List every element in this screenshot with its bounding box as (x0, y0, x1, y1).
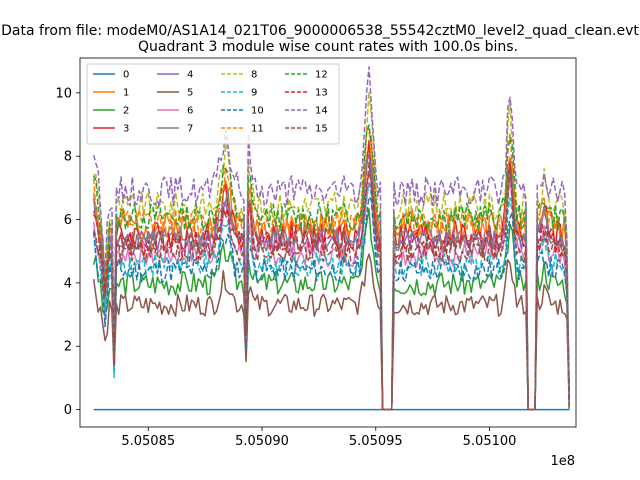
series-line-15 (92, 162, 570, 411)
legend-label-14: 14 (315, 106, 328, 117)
series-line-8 (93, 90, 570, 411)
axes-frame (79, 57, 577, 428)
series-line-12 (93, 124, 570, 411)
legend-label-2: 2 (123, 106, 129, 117)
series-line-13 (93, 161, 570, 411)
legend-label-6: 6 (187, 106, 193, 117)
y-tick-label: 4 (64, 276, 72, 291)
legend-label-11: 11 (251, 124, 264, 135)
legend-label-5: 5 (187, 88, 193, 99)
series-line-2 (92, 208, 570, 411)
legend-label-10: 10 (251, 106, 264, 117)
y-tick-label: 2 (64, 340, 72, 355)
legend-label-12: 12 (315, 70, 328, 81)
y-tick-label: 0 (64, 403, 72, 418)
x-tick-label: 5.05090 (235, 434, 289, 449)
legend-label-8: 8 (251, 70, 257, 81)
series-line-5 (92, 253, 570, 411)
y-tick-label: 8 (64, 150, 72, 165)
x-tick-label: 5.05095 (349, 434, 403, 449)
legend-label-15: 15 (315, 124, 328, 135)
figure-suptitle: Data from file: modeM0/AS1A14_021T06_900… (1, 23, 639, 39)
x-tick-label: 5.05085 (121, 434, 175, 449)
legend-label-13: 13 (315, 88, 328, 99)
axes: 5.05085 5.05090 5.05095 5.05100 0 2 4 6 8 10 (55, 86, 516, 449)
legend-label-7: 7 (187, 124, 193, 135)
series-line-10 (92, 196, 570, 411)
x-offset-label: 1e8 (550, 454, 575, 469)
y-tick-label: 6 (64, 213, 72, 228)
chart-title: Quadrant 3 module wise count rates with … (138, 39, 518, 55)
legend-label-4: 4 (187, 70, 193, 81)
x-tick-label: 5.05100 (463, 434, 517, 449)
legend-box (86, 63, 340, 145)
series-line-11 (92, 129, 570, 411)
y-tick-label: 10 (55, 86, 72, 101)
series-line-9 (93, 182, 570, 411)
series-layer (92, 66, 570, 411)
series-line-14 (92, 66, 570, 411)
legend-label-3: 3 (123, 124, 129, 135)
legend-label-0: 0 (123, 70, 129, 81)
legend-label-9: 9 (251, 88, 257, 99)
legend-label-1: 1 (123, 88, 129, 99)
